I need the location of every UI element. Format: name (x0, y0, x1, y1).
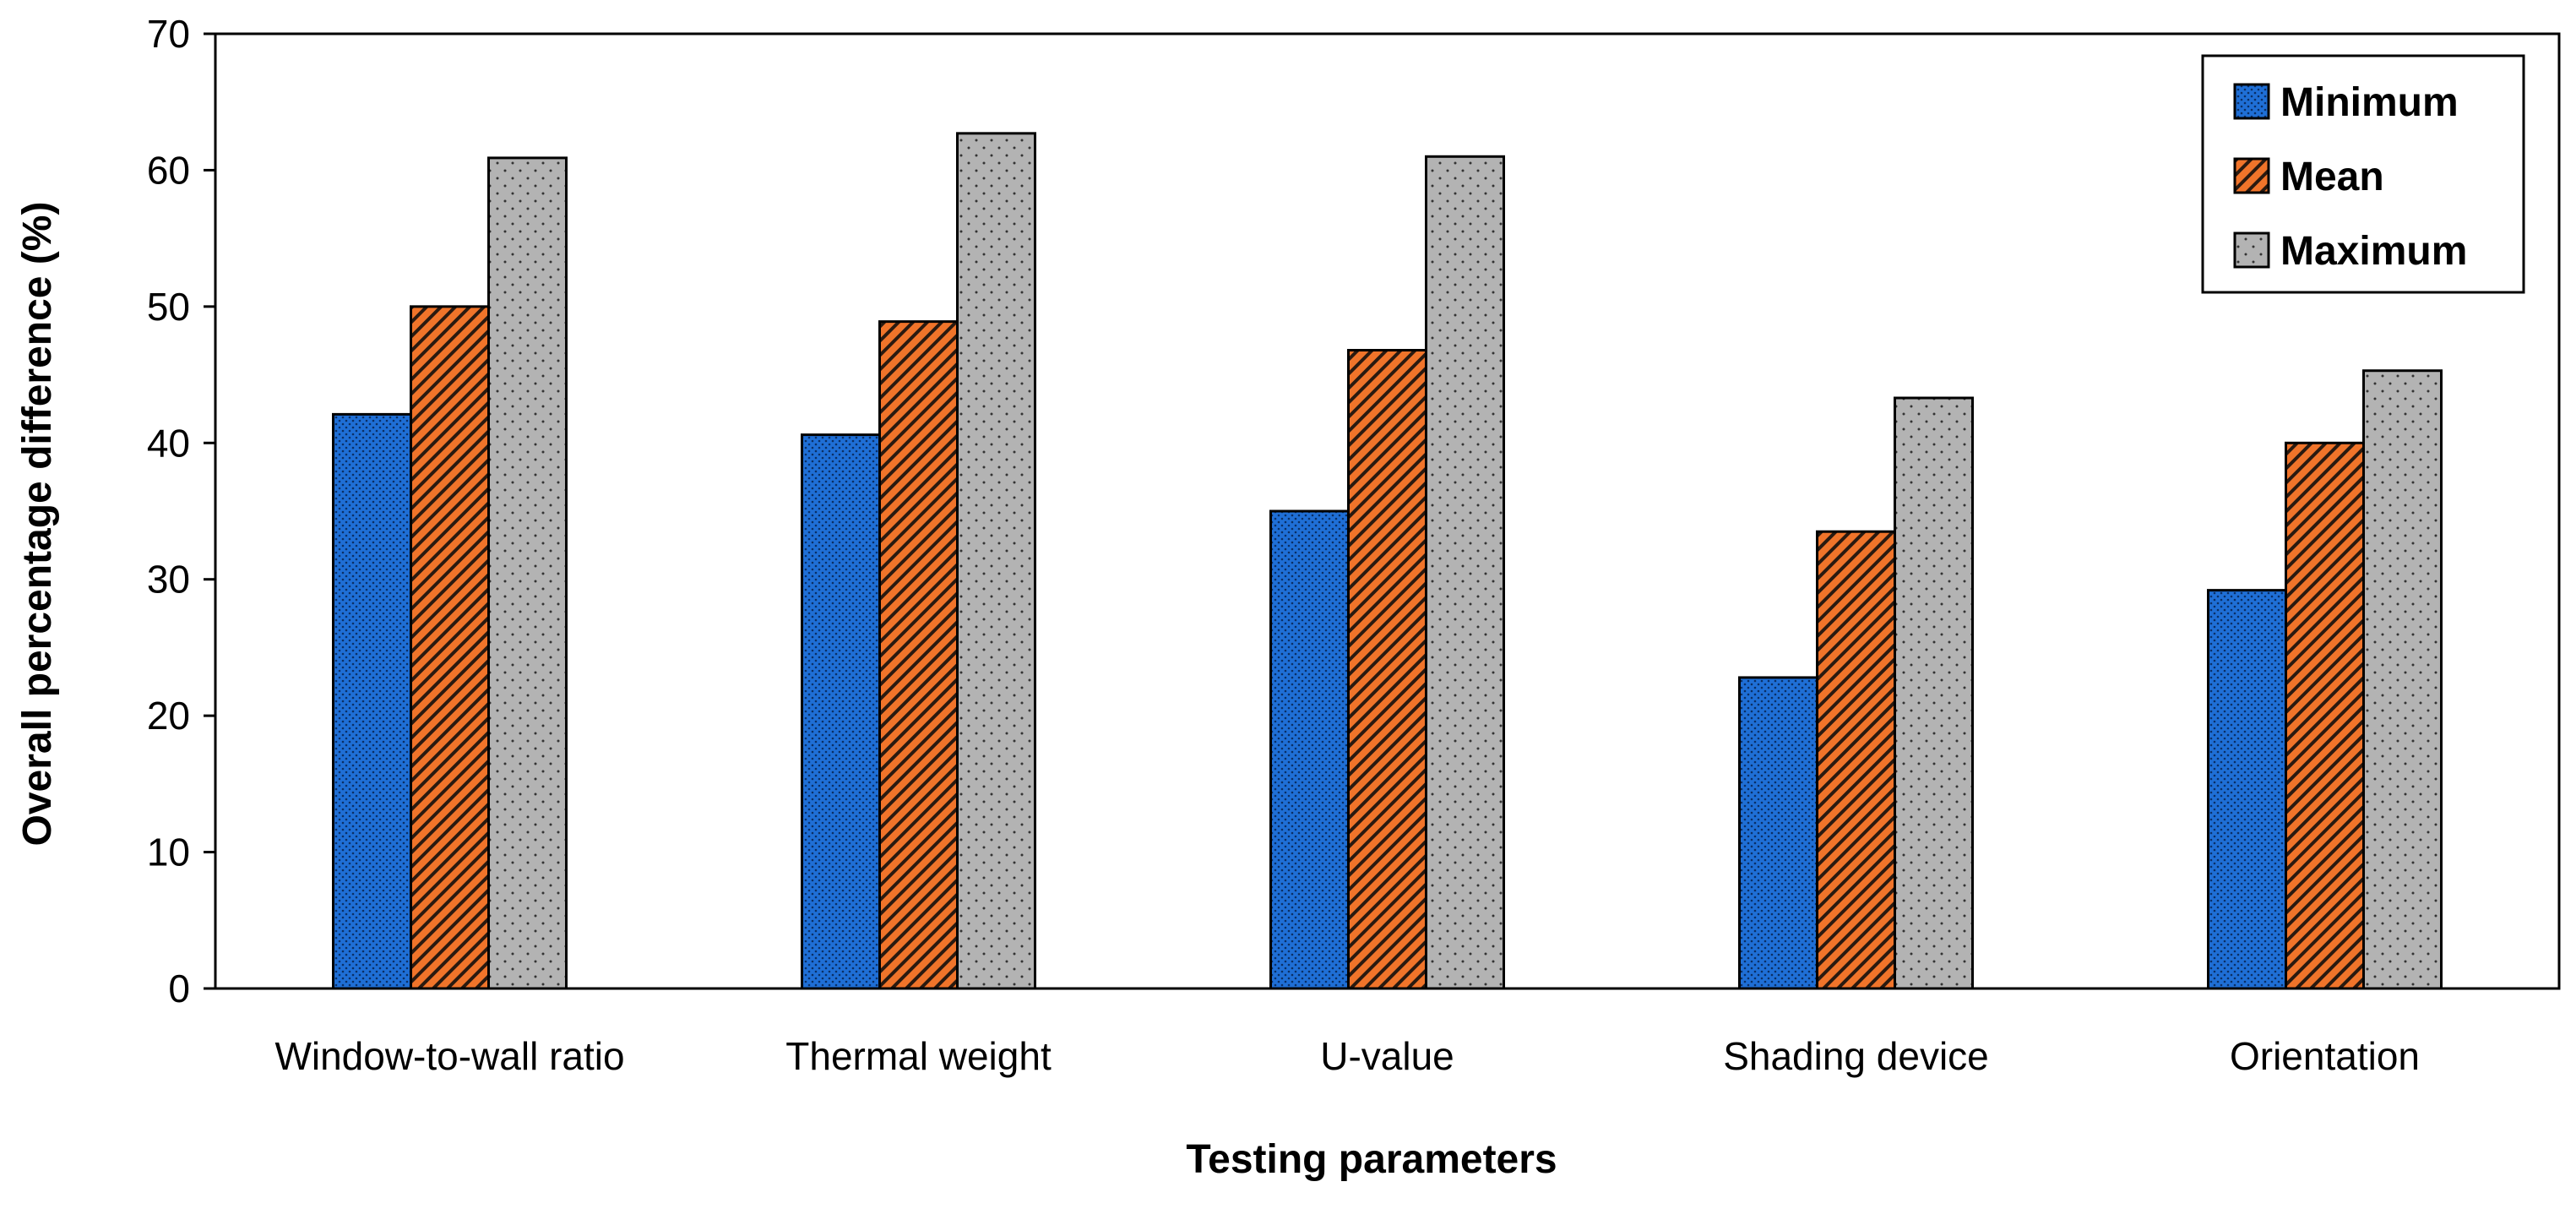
bar-maximum-3 (1894, 396, 1974, 990)
x-ticks-group: Window-to-wall ratio Thermal weight U-valu… (274, 1034, 2420, 1078)
y-tick-label: 30 (147, 558, 190, 602)
x-tick-label: Shading device (1723, 1034, 1989, 1078)
bars-group (332, 132, 2443, 990)
y-tick-label: 10 (147, 831, 190, 874)
y-tick-label: 20 (147, 694, 190, 738)
x-tick-label: Thermal weight (785, 1034, 1052, 1078)
x-tick-label: Window-to-wall ratio (274, 1034, 624, 1078)
legend-label-minimum: Minimum (2280, 80, 2459, 125)
legend: Minimum Mean Maximum (2201, 54, 2525, 294)
x-tick-label: Orientation (2230, 1034, 2420, 1078)
bar-minimum-0 (332, 412, 412, 990)
legend-swatch-minimum (2233, 83, 2270, 120)
bar-mean-4 (2285, 441, 2365, 990)
axes-group (214, 32, 2561, 990)
bar-minimum-1 (801, 433, 881, 990)
bar-mean-2 (1347, 349, 1427, 990)
x-tick-label: U-value (1320, 1034, 1454, 1078)
y-tick-label: 0 (168, 967, 190, 1010)
legend-label-mean: Mean (2280, 155, 2384, 199)
y-tick-label: 50 (147, 285, 190, 329)
legend-swatch-mean (2233, 157, 2270, 194)
x-axis-title: Testing parameters (1186, 1137, 1557, 1182)
bar-minimum-4 (2207, 589, 2287, 990)
y-ticks-group: 0 10 20 30 40 50 60 70 (147, 12, 215, 1010)
bar-maximum-2 (1425, 155, 1505, 990)
y-tick-label: 40 (147, 421, 190, 465)
legend-swatch-maximum (2233, 231, 2270, 269)
bar-mean-1 (878, 320, 959, 990)
y-tick-label: 60 (147, 148, 190, 192)
bar-mean-3 (1816, 530, 1896, 990)
bar-maximum-0 (487, 156, 568, 990)
bar-maximum-4 (2362, 369, 2443, 990)
y-tick-label: 70 (147, 12, 190, 56)
plot-frame (214, 32, 2561, 990)
bar-mean-0 (410, 305, 490, 990)
legend-label-maximum: Maximum (2280, 229, 2467, 274)
y-axis-title: Overall percentage difference (%) (15, 202, 60, 847)
bar-maximum-1 (956, 132, 1036, 990)
bar-minimum-2 (1269, 509, 1350, 990)
bar-minimum-3 (1738, 676, 1818, 990)
